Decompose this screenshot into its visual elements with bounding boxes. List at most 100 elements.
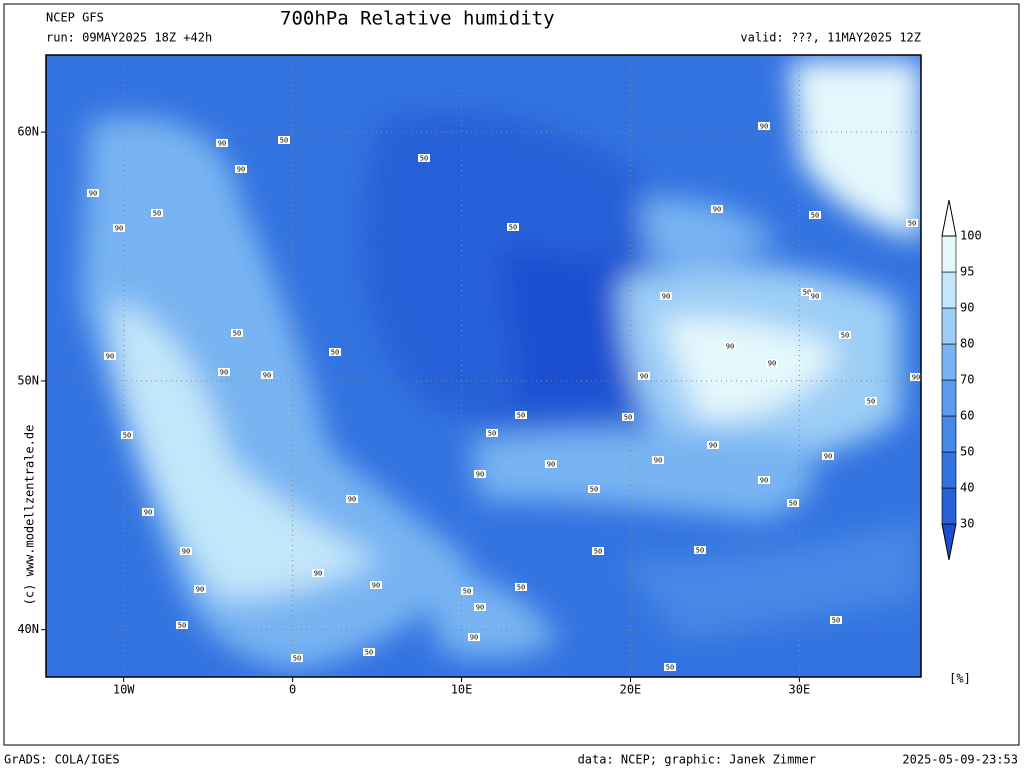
colorbar-extend-high [941,199,957,237]
contour-label: 90 [811,293,819,301]
contour-label-box [865,397,877,405]
source-credit: data: NCEP; graphic: Janek Zimmer [578,753,816,767]
contour-label-box [711,205,723,213]
contour-label: 50 [331,349,339,357]
contour-label: 90 [726,343,734,351]
contour-label: 90 [196,586,204,594]
contour-label-box [660,292,672,300]
contour-label-box [329,348,341,356]
outer-frame [3,3,1020,746]
contour-label-box [507,223,519,231]
contour-label: 50 [666,664,674,672]
contour-label: 90 [760,123,768,131]
lat-tick-label: 50N [17,373,39,387]
contour-label-box [176,621,188,629]
contour-label-box [474,603,486,611]
contour-label: 50 [789,500,797,508]
colorbar-tick-label: 60 [960,409,974,423]
contour-label-box [104,352,116,360]
contour-label-box [724,342,736,350]
contour-label-box [515,411,527,419]
contour-label: 90 [713,206,721,214]
contour-label-box [370,581,382,589]
contour-label: 50 [509,224,517,232]
contour-label: 50 [624,414,632,422]
contour-label-box [461,587,473,595]
colorbar-band [941,235,957,273]
lon-tick-label: 30E [789,683,811,697]
contour-label-box [418,154,430,162]
colorbar-tick-label: 90 [960,301,974,315]
contour-label-box [218,368,230,376]
contour-label-box [468,633,480,641]
timestamp: 2025-05-09-23:53 [902,753,1018,767]
lat-tick-label: 40N [17,622,39,636]
contour-label-box [822,452,834,460]
contour-label-box [235,165,247,173]
contour-label-box [151,209,163,217]
contour-label: 90 [237,166,245,174]
contour-label: 50 [867,398,875,406]
contour-label: 90 [654,457,662,465]
contour-label-box [758,122,770,130]
colorbar-tick-label: 40 [960,481,974,495]
software-credit: GrADS: COLA/IGES [4,753,120,767]
colorbar-tick-label: 100 [960,229,982,243]
contour-label-box [652,456,664,464]
contour-label: 50 [590,486,598,494]
lon-tick-label: 0 [289,683,296,697]
unit-label: [%] [949,672,971,686]
contour-label-box [291,654,303,662]
contour-label-box [910,373,922,381]
contour-label-box [638,372,650,380]
contour-label-box [142,508,154,516]
contour-label: 90 [220,369,228,377]
contour-label-box [809,211,821,219]
contour-label-box [809,292,821,300]
contour-label-box [121,431,133,439]
contour-label-box [194,585,206,593]
contour-label-box [278,136,290,144]
contour-label: 50 [178,622,186,630]
contour-label-box [588,485,600,493]
contour-label: 90 [476,604,484,612]
contour-label-box [216,139,228,147]
colorbar-tick-label: 70 [960,373,974,387]
credit: (c) www.modellzentrale.de [23,425,37,606]
contour-label: 50 [123,432,131,440]
contour-label-box [312,569,324,577]
contour-label: 90 [144,509,152,517]
lat-tick-label: 60N [17,125,39,139]
contour-label-box [180,547,192,555]
contour-label: 50 [517,584,525,592]
contour-label: 50 [463,588,471,596]
contour-label: 50 [280,137,288,145]
graticule [41,55,921,682]
contour-label: 50 [594,548,602,556]
contour-label-box [694,546,706,554]
contour-label: 50 [832,617,840,625]
contour-label: 90 [106,353,114,361]
colorbar-band [941,271,957,309]
contour-label-box [801,288,813,296]
contour-label: 50 [908,220,916,228]
contour-label: 90 [547,461,555,469]
contour-label: 50 [803,289,811,297]
contour-label-box [486,429,498,437]
colorbar-tick-label: 30 [960,517,974,531]
contour-label-box [758,476,770,484]
run-info: run: 09MAY2025 18Z +42h [46,31,212,45]
contour-label: 50 [488,430,496,438]
colorbar: 30 40 50 60 70 80 90 95 100 [941,199,982,561]
valid-info: valid: ???, 11MAY2025 12Z [740,31,921,45]
contour-label: 50 [420,155,428,163]
contour-label: 90 [768,360,776,368]
contour-label-box [261,371,273,379]
contour-label: 50 [841,332,849,340]
contour-label: 90 [115,225,123,233]
contour-label: 50 [811,212,819,220]
lon-tick-label: 10W [113,683,135,697]
chart-title: 700hPa Relative humidity [280,8,555,30]
contour-label: 90 [476,471,484,479]
colorbar-extend-low [941,523,957,561]
